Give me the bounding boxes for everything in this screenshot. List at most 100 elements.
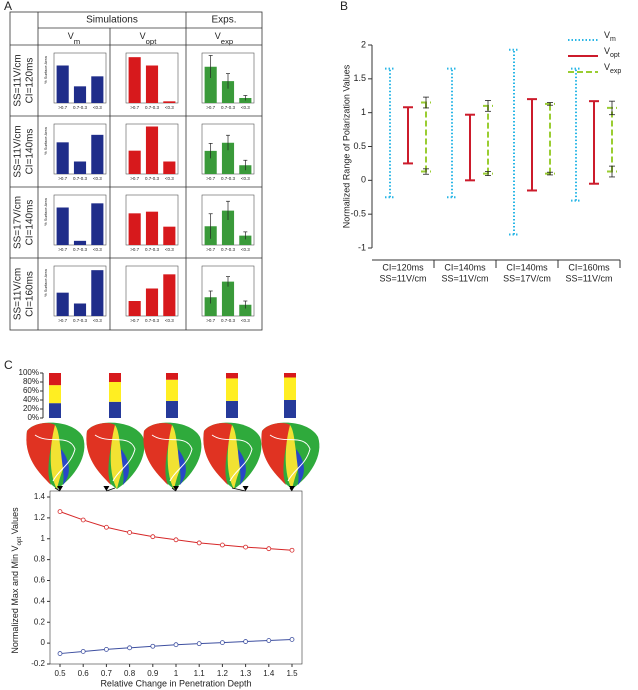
heart-outline: [151, 434, 193, 482]
y-tick-label: 40%: [23, 395, 39, 404]
column-header: Vexp: [215, 31, 233, 45]
x-tick-label: 1.3: [240, 669, 252, 678]
x-tick-label: CI=120ms: [382, 262, 424, 272]
x-tick-label: <0.3: [93, 247, 102, 252]
stack-segment: [284, 400, 296, 418]
bar: [73, 161, 87, 174]
legend-label-part: V: [604, 46, 610, 56]
panel-label: A: [4, 0, 12, 13]
bar: [204, 150, 217, 174]
line: [59, 511, 293, 551]
y-axis-label: % Surface Area: [43, 268, 48, 297]
stack-segment: [166, 373, 178, 380]
bar: [145, 211, 159, 245]
marker: [150, 534, 156, 540]
arrow: [54, 487, 61, 492]
heart-image: [143, 422, 202, 489]
legend-label-part: V: [604, 62, 610, 72]
x-tick-label: >0.7: [206, 247, 215, 252]
stack-segment: [109, 382, 121, 402]
x-tick-label: <0.3: [165, 247, 174, 252]
y-tick-label: -0.2: [31, 659, 45, 668]
bar: [56, 142, 69, 174]
y-axis-label-part: opt: [16, 537, 23, 546]
x-tick-label: >0.7: [130, 247, 139, 252]
y-axis-label-part: Values: [10, 507, 20, 537]
bar: [204, 297, 217, 316]
y-tick-label: 20%: [23, 404, 39, 413]
heart-image: [261, 422, 320, 489]
heart-blue: [296, 449, 304, 485]
y-tick-label: 0.2: [34, 617, 46, 626]
marker: [243, 544, 249, 550]
y-tick-label: 1: [361, 107, 366, 117]
stack-segment: [226, 378, 238, 401]
stack-segment: [49, 403, 61, 418]
bar: [163, 274, 176, 316]
x-tick-label: <0.3: [241, 318, 250, 323]
marker: [219, 542, 225, 548]
marker: [289, 547, 295, 553]
x-tick-label: >0.7: [206, 176, 215, 181]
bar: [128, 57, 141, 103]
heart-red: [86, 423, 115, 485]
bar: [163, 101, 176, 103]
y-tick-label: 60%: [23, 386, 39, 395]
x-tick-label: <0.3: [165, 176, 174, 181]
x-tick-label: CI=140ms: [506, 262, 548, 272]
x-tick-label: 1.1: [194, 669, 206, 678]
legend-label-part: opt: [610, 52, 620, 59]
stack-segment: [284, 373, 296, 378]
x-tick-label: SS=17V/cm: [503, 273, 551, 283]
marker: [80, 649, 86, 654]
x-tick-label: 0.7-0.3: [221, 105, 236, 110]
bar: [128, 301, 141, 316]
x-tick-label: >0.7: [58, 247, 67, 252]
stack-segment: [226, 373, 238, 379]
marker: [150, 643, 156, 649]
legend-label: Vm: [604, 30, 616, 43]
x-tick-label: >0.7: [58, 318, 67, 323]
panel-label: C: [4, 358, 13, 372]
column-header: Vm: [68, 31, 80, 45]
bar: [91, 76, 104, 103]
stack-segment: [226, 400, 238, 418]
marker: [219, 640, 225, 646]
y-tick-label: 1.5: [353, 73, 366, 83]
x-tick-label: 1.5: [286, 669, 298, 678]
x-tick-label: CI=140ms: [444, 262, 486, 272]
header: Simulations: [86, 15, 138, 26]
stack-segment: [166, 400, 178, 418]
y-tick-label: 0: [41, 638, 46, 647]
legend-label-part: exp: [610, 68, 621, 75]
heart-yellow: [285, 425, 300, 489]
x-tick-label: 0.9: [147, 669, 159, 678]
bar: [56, 207, 69, 245]
y-axis-label: % Surface Area: [43, 55, 48, 84]
arrow-head: [173, 486, 179, 491]
marker: [127, 645, 133, 651]
heart-red: [203, 423, 232, 485]
x-tick-label: <0.3: [241, 247, 250, 252]
heart-outline: [94, 434, 136, 482]
bar: [73, 86, 87, 103]
stack-segment: [109, 373, 121, 382]
x-tick-label: >0.7: [58, 105, 67, 110]
row-label: CI=140ms: [25, 129, 36, 175]
x-tick-label: 0.7-0.3: [73, 105, 88, 110]
x-tick-label: >0.7: [130, 176, 139, 181]
y-tick-label: 2: [361, 39, 366, 49]
x-tick-label: SS=11V/cm: [441, 273, 488, 283]
column-header: Vopt: [140, 31, 158, 45]
heart-red: [261, 423, 290, 485]
y-axis-label-part: Normalized Max and Min V: [10, 546, 20, 654]
y-tick-label: 1.2: [34, 513, 46, 522]
legend-label-part: m: [610, 36, 616, 43]
y-tick-label: 100%: [19, 368, 39, 377]
bar: [73, 303, 87, 316]
x-tick-label: 0.5: [54, 669, 66, 678]
column-header-part: m: [74, 37, 80, 46]
bar: [163, 161, 176, 174]
y-axis-label: % Surface Area: [43, 126, 48, 155]
bar: [221, 210, 235, 245]
